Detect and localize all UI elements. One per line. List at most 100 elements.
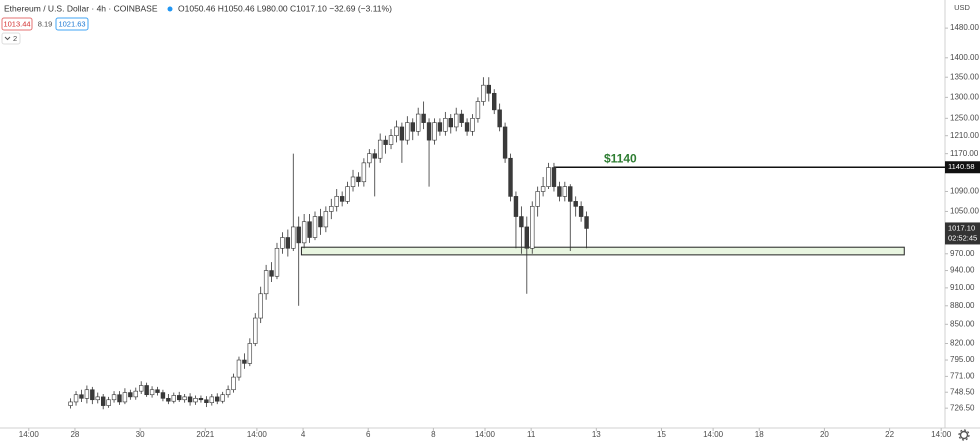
candle-body: [546, 167, 551, 187]
candle-body: [524, 226, 530, 249]
candle-body: [443, 118, 448, 132]
candle-body: [312, 216, 318, 238]
candle-body: [388, 135, 394, 145]
y-tick-label: 1300.00: [950, 92, 979, 101]
x-tick-label: 30: [136, 430, 145, 439]
candle-body: [247, 343, 253, 364]
y-tick-label: 880.00: [950, 301, 975, 310]
ohlc-readout: O1050.46 H1050.46 L980.00 C1017.10 −32.6…: [178, 3, 392, 13]
candle-body: [90, 389, 95, 401]
y-tick-label: 1480.00: [950, 23, 979, 32]
candle-body: [100, 396, 106, 406]
candle-body: [530, 206, 535, 249]
candle-body: [486, 84, 491, 94]
y-tick-label: 940.00: [950, 266, 975, 275]
ask-price[interactable]: 1021.63: [58, 19, 85, 28]
candle-body: [204, 399, 209, 403]
candle-body: [454, 113, 459, 128]
buy-button[interactable]: [55, 17, 89, 31]
candle-body: [177, 395, 182, 401]
candle-body: [79, 394, 84, 399]
candle-body: [339, 196, 345, 202]
candle-body: [405, 122, 410, 141]
x-tick-label: 14:00: [475, 430, 496, 439]
y-tick-label: 970.00: [950, 249, 975, 258]
candle-body: [535, 191, 540, 207]
candle-body: [111, 394, 117, 401]
candle-body: [459, 113, 464, 123]
last-price-tag: [945, 222, 980, 245]
candle-body: [166, 398, 171, 402]
level-label: $1140: [604, 151, 637, 165]
candle-body: [171, 395, 176, 402]
candle-body: [318, 216, 323, 228]
bid-price[interactable]: 1013.44: [3, 19, 30, 28]
candle-body: [437, 122, 443, 132]
candle-body: [198, 398, 204, 401]
candle-body: [307, 221, 312, 238]
settings-icon[interactable]: [958, 429, 970, 441]
candle-body: [209, 396, 215, 403]
candle-body: [215, 396, 220, 402]
y-tick-label: 1050.00: [950, 207, 979, 216]
candle-body: [220, 394, 225, 402]
spread: 8.19: [38, 19, 53, 28]
candle-body: [432, 122, 437, 141]
candle-body: [263, 270, 269, 295]
candle-body: [144, 385, 149, 396]
candle-body: [84, 389, 90, 399]
y-tick-label: 771.00: [950, 372, 975, 381]
x-tick-label: 2021: [196, 430, 214, 439]
x-tick-label: 8: [431, 430, 436, 439]
candle-body: [323, 211, 329, 228]
candle-body: [377, 139, 383, 159]
gear-teeth[interactable]: [958, 429, 970, 441]
sell-button[interactable]: [1, 17, 33, 31]
candle-body: [421, 113, 426, 123]
candle-body: [464, 122, 470, 132]
candle-body: [225, 389, 231, 396]
price-axis-bg: [945, 0, 980, 442]
candle-body: [481, 84, 486, 102]
candle-body: [133, 390, 138, 398]
candle-body: [296, 226, 301, 244]
y-tick-label: 748.50: [950, 387, 975, 396]
candle-body: [122, 392, 128, 403]
candle-body: [291, 226, 296, 249]
candle-body: [193, 398, 198, 403]
candle-body: [68, 401, 73, 406]
x-tick-label: 13: [592, 430, 601, 439]
y-tick-label: 850.00: [950, 319, 975, 328]
candle-body: [117, 394, 122, 403]
candle-body: [356, 176, 361, 183]
indicator-toggle[interactable]: [1, 32, 21, 45]
candle-body: [475, 101, 481, 119]
candle-body: [269, 270, 274, 277]
candle-body: [95, 396, 100, 401]
candle-body: [394, 126, 399, 136]
indicator-count[interactable]: 2: [13, 34, 17, 43]
x-tick-label: 14:00: [703, 430, 724, 439]
candle-body: [497, 109, 502, 128]
y-tick-label: 1250.00: [950, 113, 979, 122]
candle-body: [551, 167, 557, 187]
candle-body: [231, 376, 236, 391]
candle-body: [106, 399, 111, 406]
support-zone: [300, 246, 905, 256]
candle-body: [258, 293, 263, 319]
candle-body: [584, 216, 589, 229]
market-status: [167, 6, 173, 12]
bar-countdown: 02:52:45: [948, 233, 977, 242]
candle-body: [73, 394, 79, 403]
axis-unit: USD: [954, 3, 970, 12]
candle-body: [448, 118, 453, 128]
candle-body: [236, 359, 242, 378]
chevron-icon[interactable]: [4, 36, 11, 41]
y-tick-label: 726.50: [950, 403, 975, 412]
x-tick-label: 20: [820, 430, 829, 439]
candle-body: [540, 186, 546, 192]
candle-body: [139, 385, 144, 392]
gear-ring[interactable]: [959, 430, 969, 440]
candle-body: [160, 392, 166, 399]
y-tick-label: 910.00: [950, 283, 975, 292]
